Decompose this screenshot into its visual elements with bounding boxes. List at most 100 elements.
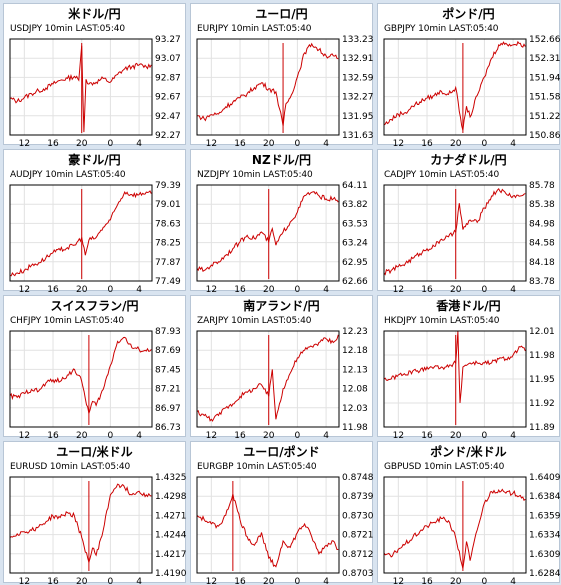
y-tick-label: 152.31 <box>529 54 561 64</box>
x-tick-label: 0 <box>295 139 301 149</box>
chart-title: ユーロ/円 <box>255 7 308 21</box>
y-tick-label: 150.86 <box>529 131 561 141</box>
x-tick-label: 20 <box>450 431 462 441</box>
chart-panel-10: ユーロ/ポンド EURGBP 10min LAST:05:40 0.8748 0.87… <box>190 441 374 585</box>
y-tick-label: 78.25 <box>155 239 181 249</box>
x-tick-label: 20 <box>76 139 88 149</box>
chart-plot: 0.8748 0.8739 0.8730 0.8721 0.8712 0.8703 12 16… <box>196 473 374 585</box>
x-tick-label: 12 <box>206 139 217 149</box>
chart-panel-7: 南アランド/円 ZARJPY 10min LAST:05:40 12.23 12.18… <box>190 295 373 441</box>
chart-title: ポンド/円 <box>442 7 495 21</box>
y-tick-label: 11.89 <box>529 423 555 433</box>
y-tick-label: 77.87 <box>155 258 181 268</box>
y-tick-label: 11.92 <box>529 399 555 409</box>
price-line <box>383 187 526 276</box>
x-tick-label: 16 <box>47 285 59 295</box>
x-tick-label: 4 <box>510 139 516 149</box>
x-tick-label: 20 <box>76 285 88 295</box>
chart-plot: 1.6409 1.6384 1.6359 1.6334 1.6309 1.6284 12 16… <box>383 473 561 585</box>
y-tick-label: 1.4271 <box>155 511 187 521</box>
chart-subtitle: CADJPY 10min LAST:05:40 <box>384 170 500 180</box>
y-tick-label: 12.13 <box>342 365 368 375</box>
y-tick-label: 1.6359 <box>529 511 561 521</box>
chart-title: スイスフラン/円 <box>50 299 139 313</box>
y-tick-label: 133.23 <box>342 35 374 45</box>
x-tick-label: 0 <box>108 139 114 149</box>
x-tick-label: 0 <box>108 577 114 585</box>
y-tick-label: 86.73 <box>155 423 181 433</box>
x-tick-label: 12 <box>393 285 404 295</box>
y-tick-label: 11.98 <box>529 351 555 361</box>
x-tick-label: 12 <box>19 577 30 585</box>
y-tick-label: 0.8739 <box>342 492 374 502</box>
chart-subtitle: CHFJPY 10min LAST:05:40 <box>10 316 125 326</box>
chart-subtitle: EURJPY 10min LAST:05:40 <box>197 24 312 34</box>
price-line <box>383 330 526 404</box>
y-tick-label: 87.69 <box>155 346 181 356</box>
x-tick-label: 16 <box>421 431 433 441</box>
plot-frame <box>9 184 153 282</box>
y-tick-label: 1.6409 <box>529 473 561 483</box>
y-tick-label: 132.91 <box>342 54 374 64</box>
x-tick-label: 12 <box>393 139 404 149</box>
chart-plot: 79.39 79.01 78.63 78.25 77.87 77.49 12 16 20 0 4 <box>9 181 181 295</box>
x-tick-label: 0 <box>482 139 488 149</box>
x-tick-label: 12 <box>19 431 30 441</box>
y-tick-label: 78.63 <box>155 219 181 229</box>
y-tick-label: 0.8748 <box>342 473 374 483</box>
chart-subtitle: GBPJPY 10min LAST:05:40 <box>384 24 499 34</box>
x-tick-label: 0 <box>295 285 301 295</box>
price-line <box>196 493 339 568</box>
y-tick-label: 0.8730 <box>342 511 374 521</box>
x-tick-label: 20 <box>263 139 275 149</box>
y-tick-label: 0.8721 <box>342 531 374 541</box>
chart-plot: 12.23 12.18 12.13 12.08 12.03 11.98 12 16 20 0 4 <box>196 327 368 441</box>
x-tick-label: 16 <box>234 577 246 585</box>
plot-frame <box>196 330 340 428</box>
plot-frame <box>383 330 527 428</box>
x-tick-label: 12 <box>19 139 30 149</box>
price-line <box>9 45 152 133</box>
price-line <box>9 483 152 565</box>
y-tick-label: 151.58 <box>529 93 561 103</box>
plot-frame <box>196 184 340 282</box>
chart-panel-9: ユーロ/米ドル EURUSD 10min LAST:05:40 1.4325 1.42… <box>3 441 187 585</box>
plot-frame <box>383 476 527 574</box>
y-tick-label: 132.27 <box>342 93 374 103</box>
y-tick-label: 1.6384 <box>529 492 561 502</box>
y-tick-label: 131.63 <box>342 131 374 141</box>
y-tick-label: 87.45 <box>155 365 181 375</box>
x-tick-label: 20 <box>263 577 275 585</box>
y-tick-label: 92.87 <box>155 73 181 83</box>
chart-panel-3: 豪ドル/円 AUDJPY 10min LAST:05:40 79.39 79.01 78… <box>3 149 186 295</box>
chart-subtitle: AUDJPY 10min LAST:05:40 <box>10 170 126 180</box>
chart-title: ユーロ/ポンド <box>243 445 320 459</box>
x-tick-label: 12 <box>206 285 217 295</box>
y-tick-label: 1.4190 <box>155 569 187 579</box>
x-tick-label: 4 <box>136 285 142 295</box>
x-tick-label: 0 <box>482 431 488 441</box>
y-tick-label: 83.78 <box>529 277 555 287</box>
y-tick-label: 87.21 <box>155 385 181 395</box>
y-tick-label: 152.66 <box>529 35 561 45</box>
y-tick-label: 84.18 <box>529 258 555 268</box>
chart-plot: 87.93 87.69 87.45 87.21 86.97 86.73 12 16 20 0 4 <box>9 327 181 441</box>
x-tick-label: 4 <box>323 577 329 585</box>
x-tick-label: 16 <box>47 139 59 149</box>
x-tick-label: 12 <box>393 577 404 585</box>
y-tick-label: 1.4325 <box>155 473 187 483</box>
x-tick-label: 16 <box>421 577 433 585</box>
x-tick-label: 16 <box>234 139 246 149</box>
x-tick-label: 4 <box>136 139 142 149</box>
x-tick-label: 4 <box>510 431 516 441</box>
chart-title: NZドル/円 <box>251 153 312 167</box>
y-tick-label: 12.08 <box>342 385 368 395</box>
x-tick-label: 12 <box>19 285 30 295</box>
y-tick-label: 64.11 <box>342 181 368 191</box>
y-tick-label: 85.38 <box>529 200 555 210</box>
chart-panel-0: 米ドル/円 USDJPY 10min LAST:05:40 93.27 93.07 92… <box>3 3 186 149</box>
x-tick-label: 20 <box>76 431 88 441</box>
x-tick-label: 12 <box>393 431 404 441</box>
y-tick-label: 132.59 <box>342 73 374 83</box>
